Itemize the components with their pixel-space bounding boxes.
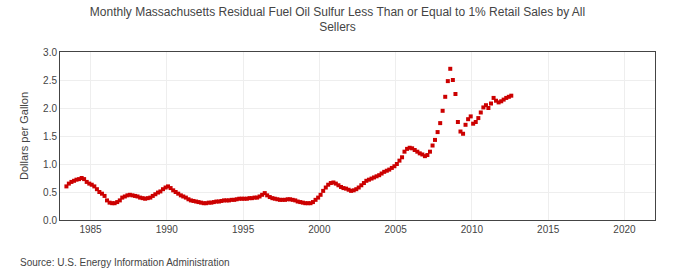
svg-text:2000: 2000: [308, 224, 331, 235]
svg-text:1985: 1985: [79, 224, 102, 235]
svg-text:Dollars per Gallon: Dollars per Gallon: [18, 92, 30, 180]
svg-text:0.0: 0.0: [43, 215, 57, 226]
svg-text:2015: 2015: [537, 224, 560, 235]
svg-text:2.0: 2.0: [43, 103, 57, 114]
svg-text:2020: 2020: [613, 224, 636, 235]
svg-text:1990: 1990: [156, 224, 179, 235]
svg-text:1995: 1995: [232, 224, 255, 235]
svg-text:Source: U.S. Energy Informatio: Source: U.S. Energy Information Administ…: [20, 257, 230, 268]
svg-text:Monthly Massachusetts Residual: Monthly Massachusetts Residual Fuel Oil …: [90, 5, 585, 35]
svg-text:2010: 2010: [461, 224, 484, 235]
svg-text:0.5: 0.5: [43, 187, 57, 198]
svg-text:3.0: 3.0: [43, 47, 57, 58]
svg-text:1.0: 1.0: [43, 159, 57, 170]
svg-text:2005: 2005: [385, 224, 408, 235]
svg-text:1.5: 1.5: [43, 131, 57, 142]
svg-text:2.5: 2.5: [43, 75, 57, 86]
